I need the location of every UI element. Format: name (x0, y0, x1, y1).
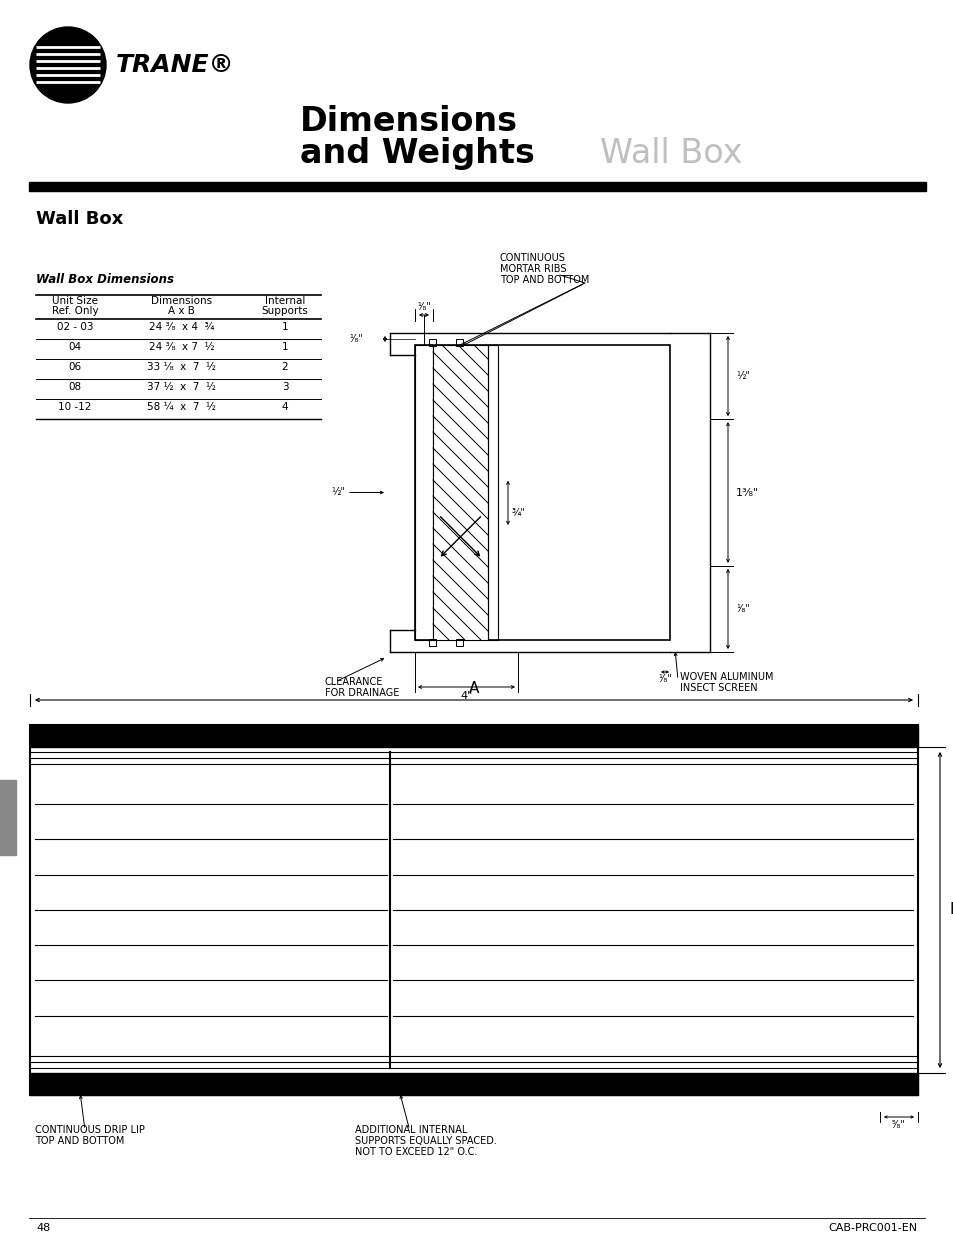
Bar (429, 638, 436, 646)
Text: ⁵⁄₈": ⁵⁄₈" (891, 1120, 905, 1130)
Text: FOR DRAINAGE: FOR DRAINAGE (325, 688, 399, 698)
Text: CAB-PRC001-EN: CAB-PRC001-EN (828, 1223, 917, 1233)
Text: 04: 04 (69, 342, 81, 352)
Bar (30, 1073, 917, 1095)
Text: ½": ½" (331, 488, 345, 498)
Text: CONTINUOUS DRIP LIP: CONTINUOUS DRIP LIP (35, 1125, 145, 1135)
Bar (456, 638, 463, 646)
Bar (30, 725, 917, 747)
Text: 10 -12: 10 -12 (58, 403, 91, 412)
Text: 2: 2 (281, 362, 288, 372)
Text: 4": 4" (460, 692, 472, 701)
Text: A: A (468, 680, 478, 697)
Text: 37 ½  x  7  ½: 37 ½ x 7 ½ (147, 382, 215, 391)
Text: ¹⁄₈": ¹⁄₈" (735, 604, 749, 614)
Text: CONTINUOUS: CONTINUOUS (499, 253, 565, 263)
Text: NOT TO EXCEED 12" O.C.: NOT TO EXCEED 12" O.C. (355, 1147, 476, 1157)
Text: 06: 06 (69, 362, 81, 372)
Text: 1: 1 (281, 322, 288, 332)
Bar (433, 345, 488, 640)
Text: MORTAR RIBS: MORTAR RIBS (499, 264, 566, 274)
Bar (30, 725, 917, 1095)
Bar (415, 345, 433, 640)
Text: ADDITIONAL INTERNAL: ADDITIONAL INTERNAL (355, 1125, 467, 1135)
Text: 1: 1 (281, 342, 288, 352)
Text: SUPPORTS EQUALLY SPACED.: SUPPORTS EQUALLY SPACED. (355, 1136, 496, 1146)
Text: ½": ½" (735, 370, 749, 382)
Text: Dimensions: Dimensions (299, 105, 517, 138)
Text: TOP AND BOTTOM: TOP AND BOTTOM (35, 1136, 124, 1146)
Bar (429, 338, 436, 346)
Bar (415, 345, 669, 640)
Text: Unit Size: Unit Size (52, 296, 98, 306)
Text: ¹⁄₈": ¹⁄₈" (658, 674, 671, 684)
Text: Wall Box Dimensions: Wall Box Dimensions (36, 273, 173, 287)
Text: CLEARANCE: CLEARANCE (325, 677, 383, 687)
Bar (29, 182, 925, 191)
Text: 4: 4 (281, 403, 288, 412)
Text: TOP AND BOTTOM: TOP AND BOTTOM (499, 275, 589, 285)
Text: Ref. Only: Ref. Only (51, 306, 98, 316)
Text: and Weights: and Weights (299, 137, 535, 170)
Text: Dimensions: Dimensions (151, 296, 212, 306)
Bar (0, 781, 16, 855)
Text: 02 - 03: 02 - 03 (56, 322, 93, 332)
Bar (456, 338, 463, 346)
Text: Wall Box: Wall Box (599, 137, 741, 170)
Text: 24 ³⁄₈  x 4  ¾: 24 ³⁄₈ x 4 ¾ (149, 322, 214, 332)
Text: WOVEN ALUMINUM: WOVEN ALUMINUM (679, 672, 773, 682)
Text: 58 ¼  x  7  ½: 58 ¼ x 7 ½ (147, 403, 215, 412)
Text: 08: 08 (69, 382, 81, 391)
Text: TRANE®: TRANE® (116, 53, 234, 77)
Text: A x B: A x B (168, 306, 194, 316)
Text: Wall Box: Wall Box (36, 210, 123, 228)
Text: INSECT SCREEN: INSECT SCREEN (679, 683, 757, 693)
Text: B: B (949, 903, 953, 918)
Text: 3: 3 (281, 382, 288, 391)
Text: ¹⁄₈": ¹⁄₈" (416, 303, 431, 312)
Circle shape (30, 27, 106, 103)
Text: Internal: Internal (265, 296, 305, 306)
Text: 33 ¹⁄₈  x  7  ½: 33 ¹⁄₈ x 7 ½ (147, 362, 215, 372)
Text: Supports: Supports (261, 306, 308, 316)
Text: ¾": ¾" (511, 506, 524, 516)
Text: 48: 48 (36, 1223, 51, 1233)
Bar (488, 345, 497, 640)
Text: ¹⁄₈": ¹⁄₈" (349, 333, 363, 345)
Text: 1³⁄₈": 1³⁄₈" (735, 488, 759, 498)
Text: 24 ³⁄₈  x 7  ½: 24 ³⁄₈ x 7 ½ (149, 342, 214, 352)
